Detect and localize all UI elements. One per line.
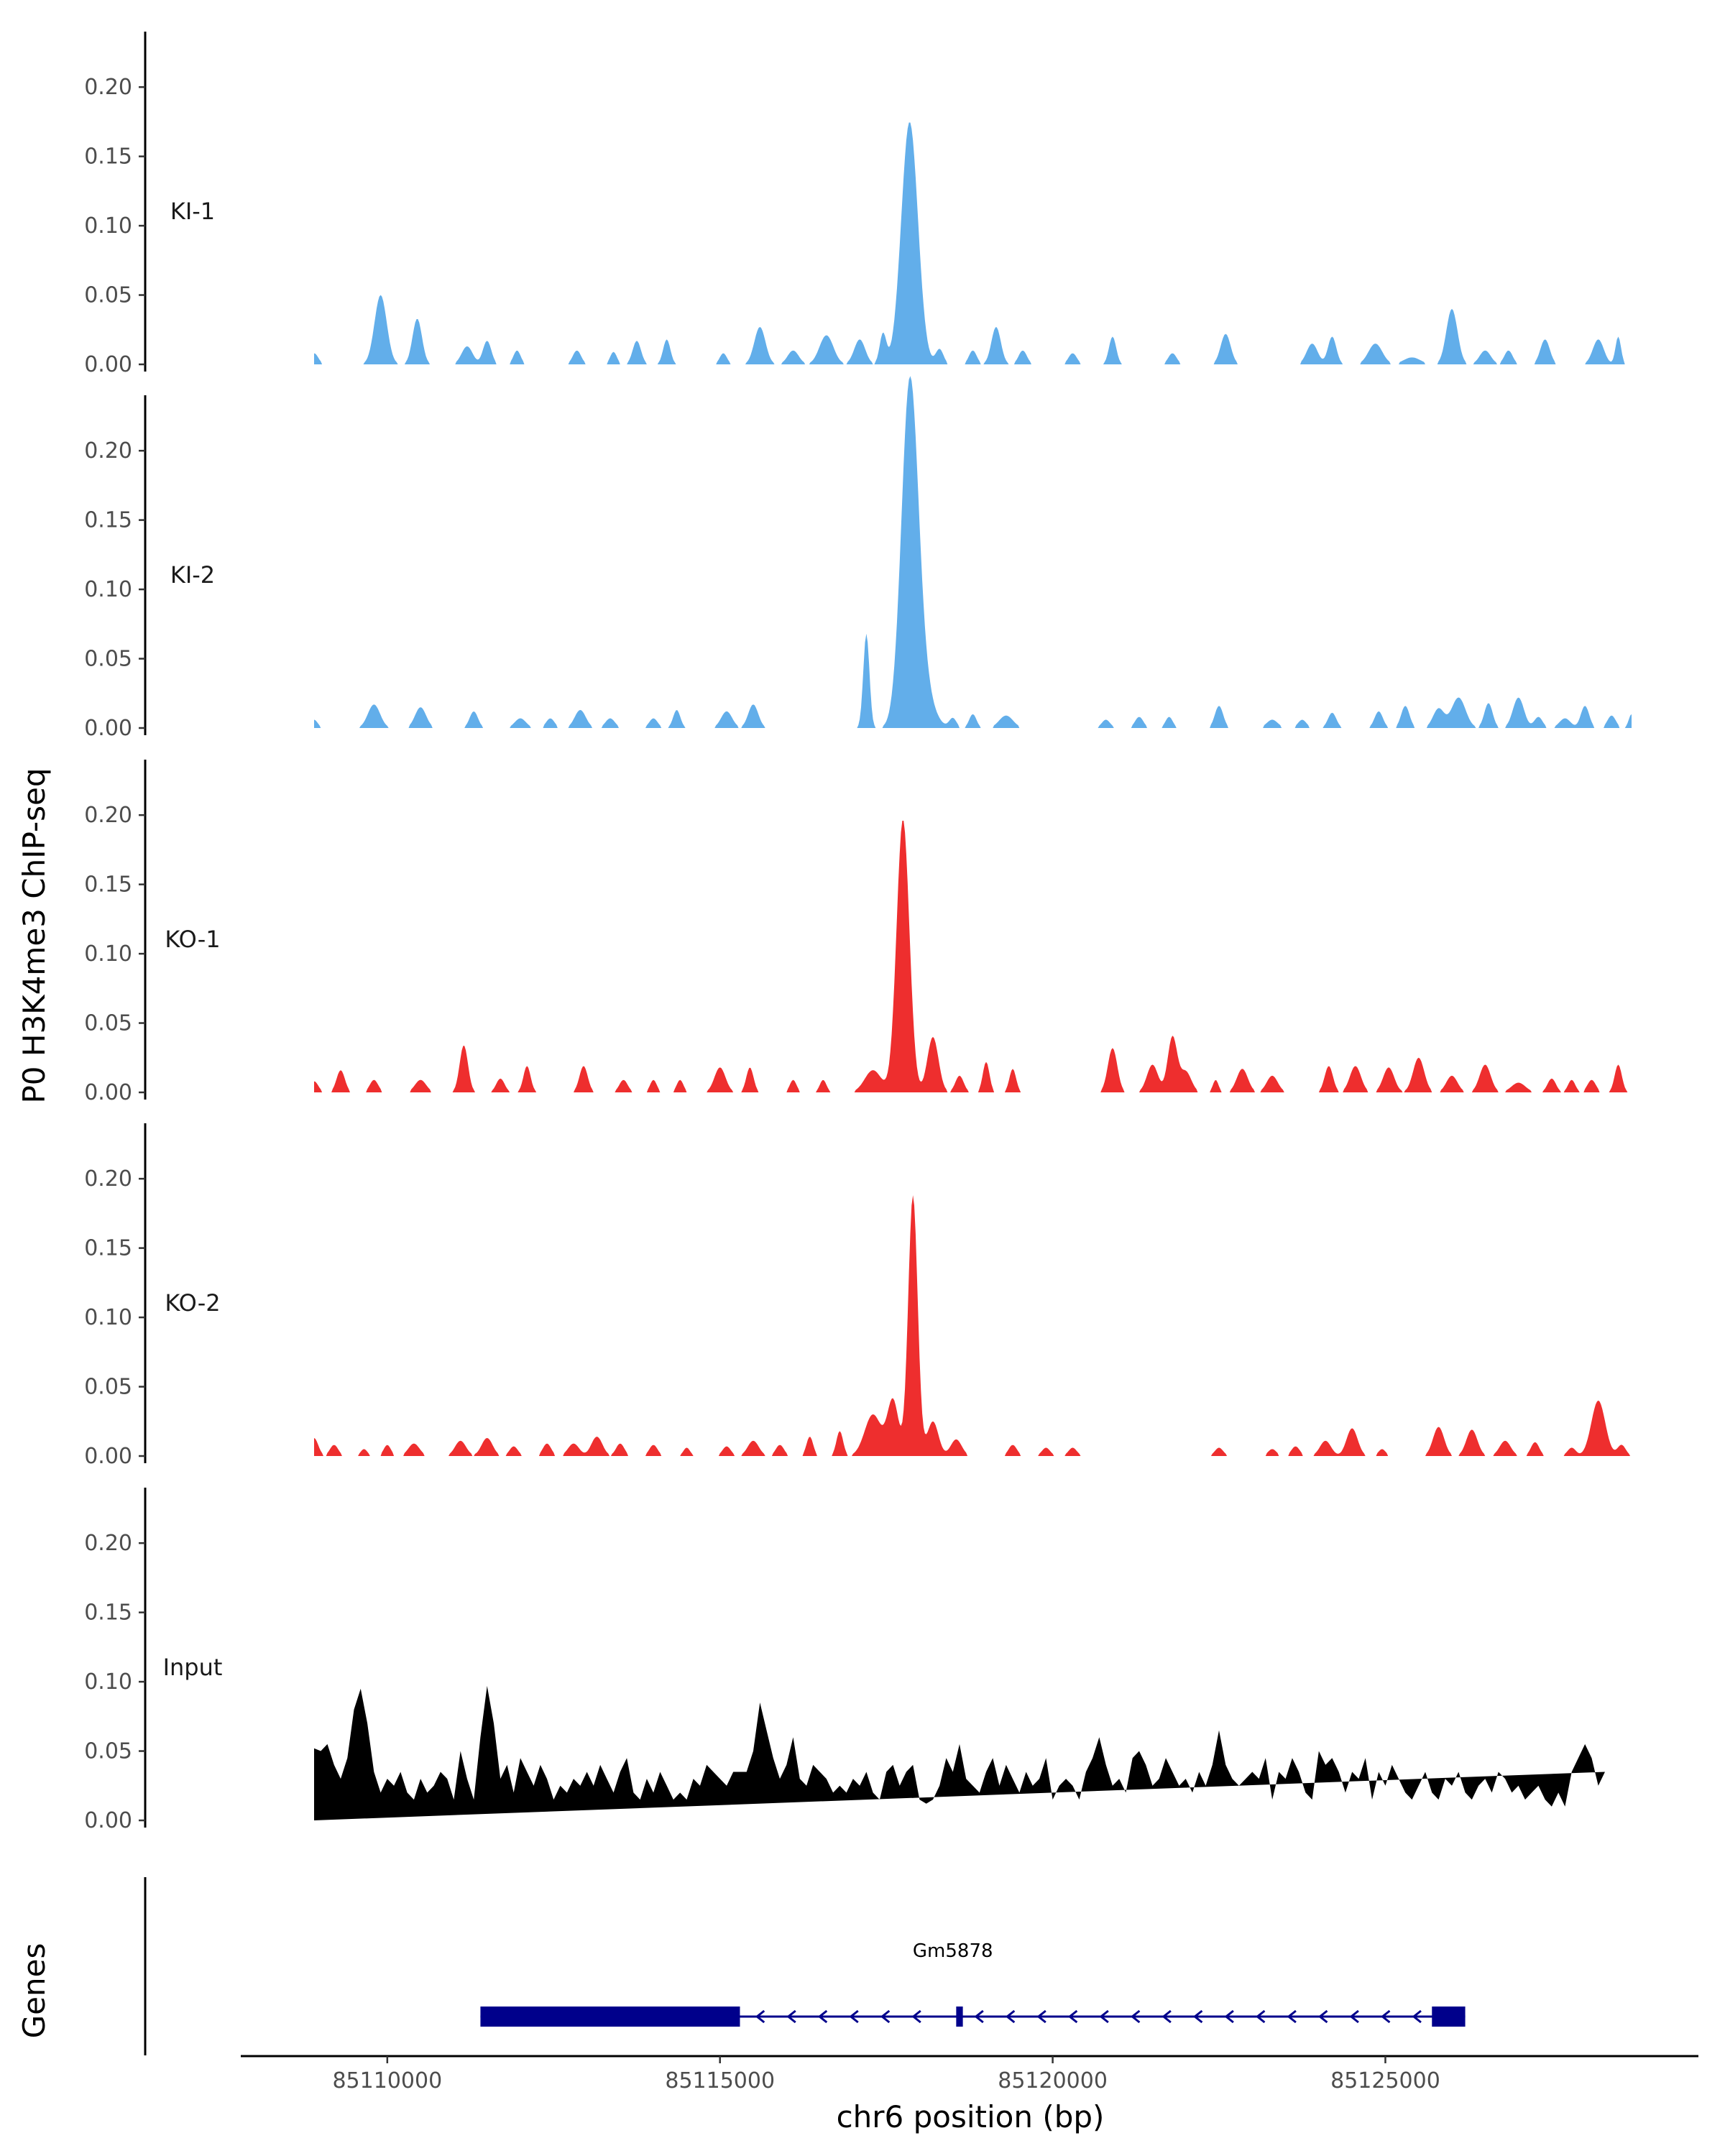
strand-arrow [1130,2009,1141,2024]
track-label: Input [163,1654,223,1681]
signal-area [314,821,1632,1092]
track-ko-2: 0.00 0.05 0.10 0.15 0.20 KO-2 [84,1123,1632,1469]
y-tick-label: 0.00 [84,716,132,741]
y-tick-label: 0.05 [84,647,132,672]
y-tick-label: 0.05 [84,283,132,308]
strand-arrow [880,2009,891,2024]
y-tick-label: 0.00 [84,1808,132,1833]
x-tick-label: 85115000 [665,2068,775,2093]
y-tick-label: 0.05 [84,1739,132,1764]
strand-arrow [1036,2009,1046,2024]
y-tick-label: 0.20 [84,75,132,100]
gene-exon [480,2007,740,2027]
genes-panel-label: Genes [17,1943,52,2039]
strand-arrow [911,2009,921,2024]
track-ki-2: 0.00 0.05 0.10 0.15 0.20 KI-2 [84,376,1632,741]
strand-arrow [1256,2009,1266,2024]
strand-arrow [1287,2009,1297,2024]
gene-name-label: Gm5878 [913,1940,993,1962]
strand-arrow [1162,2009,1172,2024]
track-ko-1: 0.00 0.05 0.10 0.15 0.20 KO-1 [84,760,1632,1105]
y-tick-label: 0.15 [84,508,132,533]
strand-arrow [1381,2009,1391,2024]
track-label: KO-2 [165,1289,220,1317]
signal-area [314,1685,1605,1820]
y-tick-label: 0.10 [84,213,132,239]
y-tick-label: 0.10 [84,577,132,602]
strand-arrow [1349,2009,1359,2024]
track-label: KI-2 [170,561,215,589]
signal-area [314,1195,1632,1456]
gene-model [144,1877,1466,2055]
x-tick-label: 85110000 [332,2068,442,2093]
y-tick-label: 0.15 [84,872,132,898]
y-tick-label: 0.00 [84,1080,132,1105]
strand-arrow [1067,2009,1078,2024]
x-axis-title: chr6 position (bp) [837,2099,1105,2134]
strand-arrow [974,2009,984,2024]
y-tick-label: 0.15 [84,1236,132,1261]
strand-arrow [849,2009,859,2024]
y-tick-label: 0.10 [84,941,132,967]
gene-exon [1432,2007,1466,2027]
signal-area [314,122,1632,364]
strand-arrow [817,2009,828,2024]
x-axis: 85110000 85115000 85120000 85125000 [241,2055,1698,2093]
x-tick-label: 85125000 [1330,2068,1440,2093]
x-tick-label: 85120000 [998,2068,1108,2093]
y-tick-label: 0.10 [84,1669,132,1695]
strand-arrow [1224,2009,1234,2024]
strand-arrow [755,2009,765,2024]
strand-arrow [786,2009,796,2024]
y-tick-label: 0.05 [84,1011,132,1036]
strand-arrow [1193,2009,1203,2024]
y-tick-label: 0.00 [84,352,132,377]
y-tick-label: 0.20 [84,438,132,464]
signal-area [314,376,1632,728]
track-label: KO-1 [165,926,220,953]
y-axis-title: P0 H3K4me3 ChIP-seq [17,768,52,1103]
strand-arrow [1412,2009,1422,2024]
y-tick-label: 0.10 [84,1305,132,1330]
y-tick-label: 0.00 [84,1444,132,1469]
strand-arrow [1318,2009,1328,2024]
y-tick-label: 0.05 [84,1375,132,1400]
track-label: KI-1 [170,198,215,225]
strand-arrow [1099,2009,1109,2024]
gene-exon [956,2007,963,2027]
y-tick-label: 0.20 [84,803,132,828]
y-tick-label: 0.15 [84,1600,132,1626]
strand-arrow [1005,2009,1016,2024]
signal-tracks: 0.00 0.05 0.10 0.15 0.20 KI-1 0.00 0.05 0.10 0.15… [84,32,1632,1833]
y-tick-label: 0.15 [84,144,132,170]
y-tick-label: 0.20 [84,1166,132,1192]
track-input: 0.00 0.05 0.10 0.15 0.20 Input [84,1488,1605,1833]
y-tick-label: 0.20 [84,1531,132,1556]
track-ki-1: 0.00 0.05 0.10 0.15 0.20 KI-1 [84,32,1632,377]
